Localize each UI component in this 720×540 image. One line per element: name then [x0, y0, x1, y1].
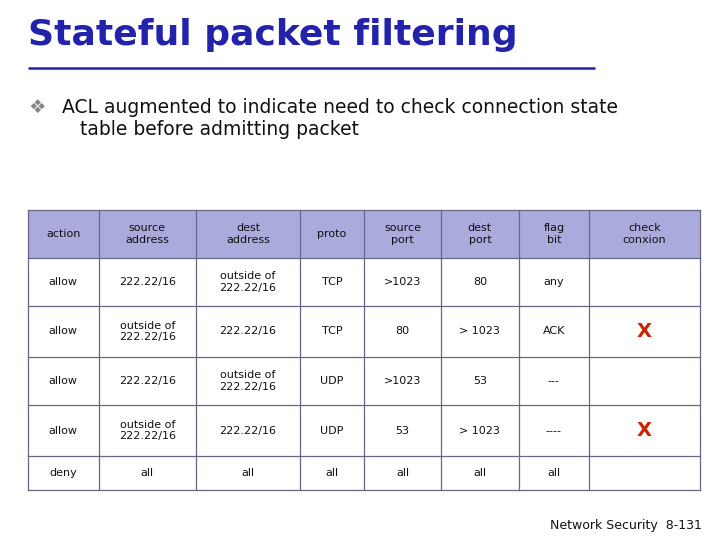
Text: 222.22/16: 222.22/16 [220, 326, 276, 336]
Text: deny: deny [50, 468, 77, 478]
Bar [28, 456, 700, 490]
Text: 53: 53 [396, 426, 410, 436]
Text: 222.22/16: 222.22/16 [119, 376, 176, 386]
Text: outside of
222.22/16: outside of 222.22/16 [220, 271, 276, 293]
Text: all: all [140, 468, 154, 478]
Text: UDP: UDP [320, 426, 343, 436]
Text: >1023: >1023 [384, 376, 421, 386]
Text: all: all [325, 468, 338, 478]
Bar [28, 357, 700, 405]
Text: all: all [547, 468, 560, 478]
Text: 53: 53 [473, 376, 487, 386]
Text: 80: 80 [473, 277, 487, 287]
Text: flag
bit: flag bit [544, 223, 564, 245]
Text: all: all [396, 468, 409, 478]
Text: X: X [637, 421, 652, 440]
Text: source
address: source address [125, 223, 169, 245]
Bar [28, 405, 700, 456]
Text: table before admitting packet: table before admitting packet [80, 120, 359, 139]
Text: outside of
222.22/16: outside of 222.22/16 [119, 321, 176, 342]
Text: dest
address: dest address [226, 223, 270, 245]
Text: all: all [241, 468, 255, 478]
Text: ---: --- [548, 376, 560, 386]
Text: X: X [637, 322, 652, 341]
Text: 222.22/16: 222.22/16 [220, 426, 276, 436]
Text: outside of
222.22/16: outside of 222.22/16 [119, 420, 176, 441]
Bar [28, 258, 700, 306]
Bar [28, 306, 700, 357]
Text: >1023: >1023 [384, 277, 421, 287]
Text: ----: ---- [546, 426, 562, 436]
Text: TCP: TCP [322, 326, 343, 336]
Text: TCP: TCP [322, 277, 343, 287]
Text: action: action [46, 229, 81, 239]
Text: Network Security  8-131: Network Security 8-131 [550, 519, 702, 532]
Text: allow: allow [49, 277, 78, 287]
Text: allow: allow [49, 376, 78, 386]
Text: allow: allow [49, 326, 78, 336]
Text: outside of
222.22/16: outside of 222.22/16 [220, 370, 276, 392]
Text: UDP: UDP [320, 376, 343, 386]
Text: Stateful packet filtering: Stateful packet filtering [28, 18, 518, 52]
Text: dest
port: dest port [468, 223, 492, 245]
Text: > 1023: > 1023 [459, 326, 500, 336]
Text: 80: 80 [395, 326, 410, 336]
Text: ACL augmented to indicate need to check connection state: ACL augmented to indicate need to check … [62, 98, 618, 117]
Text: any: any [544, 277, 564, 287]
Text: ❖: ❖ [28, 98, 45, 117]
Text: ACK: ACK [543, 326, 565, 336]
Text: all: all [473, 468, 487, 478]
Text: source
port: source port [384, 223, 421, 245]
Text: check
conxion: check conxion [623, 223, 667, 245]
Text: allow: allow [49, 426, 78, 436]
Text: proto: proto [318, 229, 347, 239]
Text: 222.22/16: 222.22/16 [119, 277, 176, 287]
Text: > 1023: > 1023 [459, 426, 500, 436]
Bar [28, 210, 700, 258]
